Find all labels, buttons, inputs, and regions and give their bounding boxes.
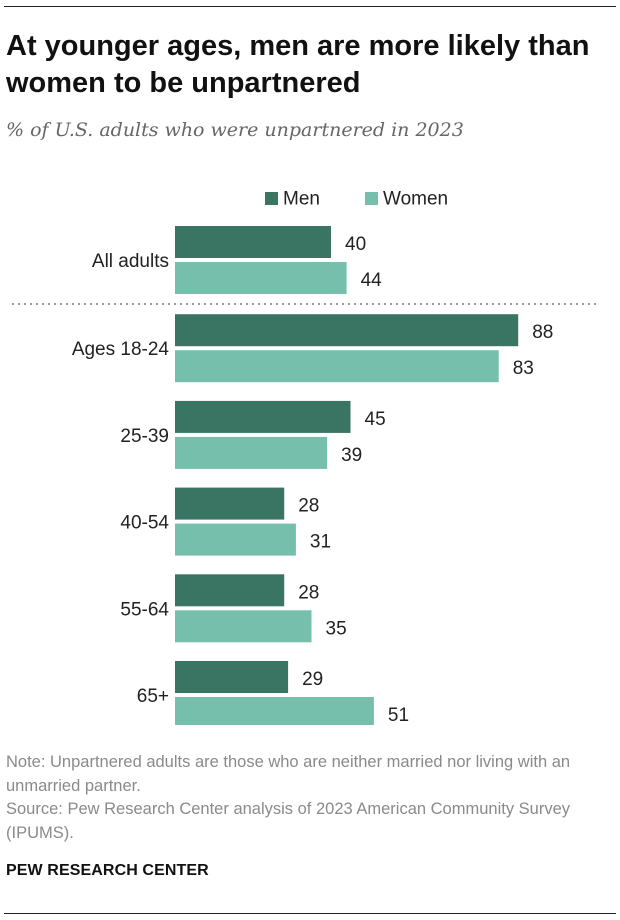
chart-title: At younger ages, men are more likely tha… (6, 30, 590, 99)
value-label-men-25-39: 45 (365, 409, 386, 430)
legend-label-men: Men (283, 189, 320, 210)
bar-women-65- (175, 697, 374, 725)
value-label-women-55-64: 35 (326, 618, 347, 639)
value-label-women-all-adults: 44 (361, 270, 383, 291)
top-rule (4, 6, 616, 7)
value-label-women-ages-18-24: 83 (513, 358, 534, 379)
value-label-men-40-54: 28 (298, 496, 319, 517)
value-label-men-65-: 29 (302, 669, 323, 690)
bar-men-all-adults (175, 226, 331, 258)
source-text: Source: Pew Research Center analysis of … (6, 800, 571, 842)
bar-women-55-64 (175, 610, 312, 643)
value-label-women-25-39: 39 (341, 445, 362, 466)
bar-women-all-adults (175, 262, 347, 294)
legend-swatch-men (265, 192, 278, 205)
bar-men-25-39 (175, 400, 351, 433)
category-label-all-adults: All adults (92, 251, 169, 272)
category-label-65-: 65+ (137, 686, 169, 707)
category-label-55-64: 55-64 (120, 599, 169, 620)
category-label-ages-18-24: Ages 18-24 (72, 339, 170, 360)
bar-chart: Men Women All adults 40 44 Ages 18-24 88 83 25-3… (12, 189, 598, 725)
bar-men-ages-18-24 (175, 314, 519, 347)
value-label-men-all-adults: 40 (345, 234, 366, 255)
bar-women-40-54 (175, 523, 296, 556)
chart-subtitle: % of U.S. adults who were unpartnered in… (6, 119, 464, 141)
bottom-rule (4, 913, 616, 914)
value-label-men-ages-18-24: 88 (532, 322, 553, 343)
bar-men-65- (175, 661, 289, 693)
value-label-women-40-54: 31 (310, 532, 331, 553)
value-label-women-65-: 51 (388, 705, 409, 725)
value-label-men-55-64: 28 (298, 582, 319, 603)
bar-men-40-54 (175, 487, 285, 520)
category-label-40-54: 40-54 (120, 513, 169, 534)
bar-men-55-64 (175, 574, 285, 607)
bar-women-25-39 (175, 436, 328, 469)
legend-swatch-women (365, 192, 378, 205)
category-label-25-39: 25-39 (120, 426, 169, 447)
bar-women-ages-18-24 (175, 350, 499, 383)
legend-label-women: Women (383, 189, 448, 210)
note-text: Note: Unpartnered adults are those who a… (6, 753, 571, 795)
footer-notes: Note: Unpartnered adults are those who a… (6, 751, 606, 845)
brand-label: PEW RESEARCH CENTER (6, 862, 209, 879)
